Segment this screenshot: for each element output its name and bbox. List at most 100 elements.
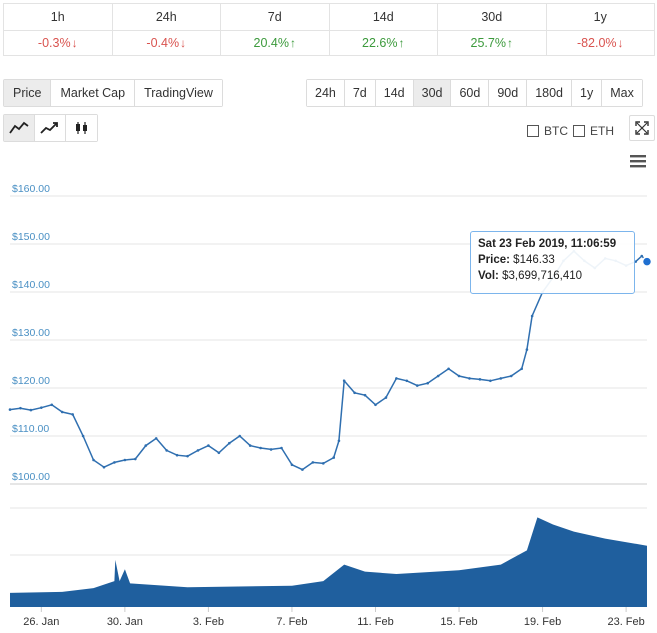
price-point bbox=[144, 444, 148, 447]
price-point bbox=[342, 379, 346, 383]
price-point bbox=[269, 448, 273, 451]
x-tick-label: 7. Feb bbox=[276, 616, 307, 628]
tab-price[interactable]: Price bbox=[4, 80, 52, 106]
x-tick-label: 11. Feb bbox=[357, 616, 394, 628]
price-point bbox=[40, 406, 43, 409]
price-point bbox=[290, 463, 294, 467]
price-point bbox=[478, 378, 482, 381]
tooltip-vol-label: Vol: bbox=[478, 270, 499, 282]
y-tick-label: $150.00 bbox=[12, 231, 50, 243]
change-header-1h: 1h bbox=[3, 3, 113, 31]
compare-btc-label: BTC bbox=[544, 124, 568, 138]
price-point bbox=[8, 408, 12, 411]
price-point bbox=[207, 444, 210, 447]
price-point bbox=[248, 444, 252, 447]
change-header-24h: 24h bbox=[111, 3, 221, 31]
change-header-1y: 1y bbox=[545, 3, 655, 31]
arrow-down-icon: ↓ bbox=[71, 36, 78, 50]
price-point bbox=[311, 461, 315, 464]
candlestick-icon[interactable] bbox=[66, 115, 97, 141]
range-tabs: 24h 7d 14d 30d 60d 90d 180d 1y Max bbox=[306, 79, 643, 107]
price-point bbox=[92, 458, 95, 462]
price-point bbox=[332, 456, 336, 459]
price-point bbox=[374, 403, 377, 407]
arrow-up-icon: ↑ bbox=[506, 36, 513, 50]
price-point bbox=[165, 449, 168, 452]
price-point bbox=[634, 260, 637, 263]
price-point bbox=[525, 348, 529, 351]
change-value-text: 25.7% bbox=[470, 36, 506, 50]
x-tick-label: 3. Feb bbox=[193, 616, 224, 628]
price-point bbox=[50, 403, 54, 407]
price-point bbox=[363, 393, 367, 397]
price-point bbox=[259, 446, 262, 450]
x-tick-label: 23. Feb bbox=[607, 616, 644, 628]
price-point bbox=[123, 458, 127, 462]
price-point bbox=[426, 381, 430, 385]
price-point bbox=[337, 439, 341, 443]
chart-tooltip: Sat 23 Feb 2019, 11:06:59 Price: $146.33… bbox=[470, 231, 635, 294]
volume-area bbox=[10, 517, 647, 607]
tab-market-cap[interactable]: Market Cap bbox=[51, 80, 136, 106]
price-point bbox=[196, 449, 200, 452]
y-tick-label: $160.00 bbox=[12, 183, 50, 195]
price-point bbox=[384, 396, 388, 399]
price-point bbox=[301, 468, 304, 471]
compare-eth-label: ETH bbox=[590, 124, 614, 138]
checkbox-icon bbox=[573, 125, 585, 137]
arrow-down-icon: ↓ bbox=[180, 36, 187, 50]
price-point bbox=[509, 374, 513, 378]
change-value-text: -82.0% bbox=[576, 36, 617, 50]
price-point bbox=[154, 437, 158, 440]
compare-eth-checkbox[interactable]: ETH bbox=[573, 124, 614, 138]
y-tick-label: $140.00 bbox=[12, 279, 50, 291]
tooltip-vol-value: $3,699,716,410 bbox=[502, 270, 583, 282]
price-point bbox=[227, 441, 231, 445]
price-point bbox=[113, 461, 116, 464]
price-point bbox=[468, 377, 471, 380]
price-point bbox=[436, 374, 440, 378]
tooltip-date: Sat 23 Feb 2019, 11:06:59 bbox=[478, 238, 617, 250]
tooltip-price-label: Price: bbox=[478, 254, 510, 266]
ohlc-trend-icon[interactable] bbox=[35, 115, 66, 141]
y-tick-label: $100.00 bbox=[12, 471, 50, 483]
range-60d[interactable]: 60d bbox=[451, 80, 490, 106]
change-value-text: -0.4% bbox=[146, 36, 180, 50]
price-point bbox=[520, 367, 523, 371]
tooltip-price-value: $146.33 bbox=[513, 254, 555, 266]
range-90d[interactable]: 90d bbox=[489, 80, 528, 106]
change-value-30d: 25.7%↑ bbox=[437, 30, 547, 56]
x-tick-label: 26. Jan bbox=[23, 616, 59, 628]
range-14d[interactable]: 14d bbox=[375, 80, 414, 106]
y-tick-label: $120.00 bbox=[12, 375, 50, 387]
price-point bbox=[447, 367, 450, 371]
price-point bbox=[499, 377, 503, 380]
price-point bbox=[415, 384, 419, 387]
price-point bbox=[175, 453, 179, 457]
chart-type-switcher bbox=[3, 114, 98, 142]
x-tick-label: 30. Jan bbox=[107, 616, 143, 628]
checkbox-icon bbox=[527, 125, 539, 137]
hamburger-icon bbox=[630, 155, 646, 168]
compare-btc-checkbox[interactable]: BTC bbox=[527, 124, 568, 138]
price-point bbox=[321, 462, 325, 465]
range-1y[interactable]: 1y bbox=[572, 80, 603, 106]
price-point bbox=[405, 379, 409, 383]
price-point bbox=[186, 454, 189, 458]
range-30d[interactable]: 30d bbox=[413, 80, 452, 106]
range-7d[interactable]: 7d bbox=[344, 80, 376, 106]
range-max[interactable]: Max bbox=[602, 80, 642, 106]
chart-menu-button[interactable] bbox=[630, 155, 646, 168]
change-value-7d: 20.4%↑ bbox=[220, 30, 330, 56]
price-point bbox=[217, 451, 221, 455]
price-point bbox=[640, 254, 644, 258]
line-chart-icon[interactable] bbox=[4, 115, 35, 141]
range-180d[interactable]: 180d bbox=[527, 80, 573, 106]
price-point bbox=[81, 434, 85, 438]
range-24h[interactable]: 24h bbox=[307, 80, 345, 106]
tab-tradingview[interactable]: TradingView bbox=[135, 80, 222, 106]
change-value-text: -0.3% bbox=[37, 36, 71, 50]
fullscreen-button[interactable] bbox=[629, 115, 655, 141]
change-value-24h: -0.4%↓ bbox=[111, 30, 221, 56]
